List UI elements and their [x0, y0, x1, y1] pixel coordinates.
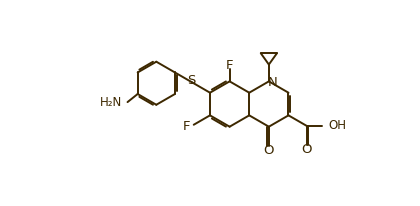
Text: O: O — [302, 143, 312, 156]
Text: OH: OH — [328, 119, 346, 132]
Text: N: N — [268, 76, 278, 89]
Text: S: S — [188, 74, 196, 87]
Text: F: F — [226, 59, 234, 72]
Text: F: F — [182, 119, 190, 132]
Text: H₂N: H₂N — [100, 96, 122, 109]
Text: O: O — [264, 144, 274, 157]
